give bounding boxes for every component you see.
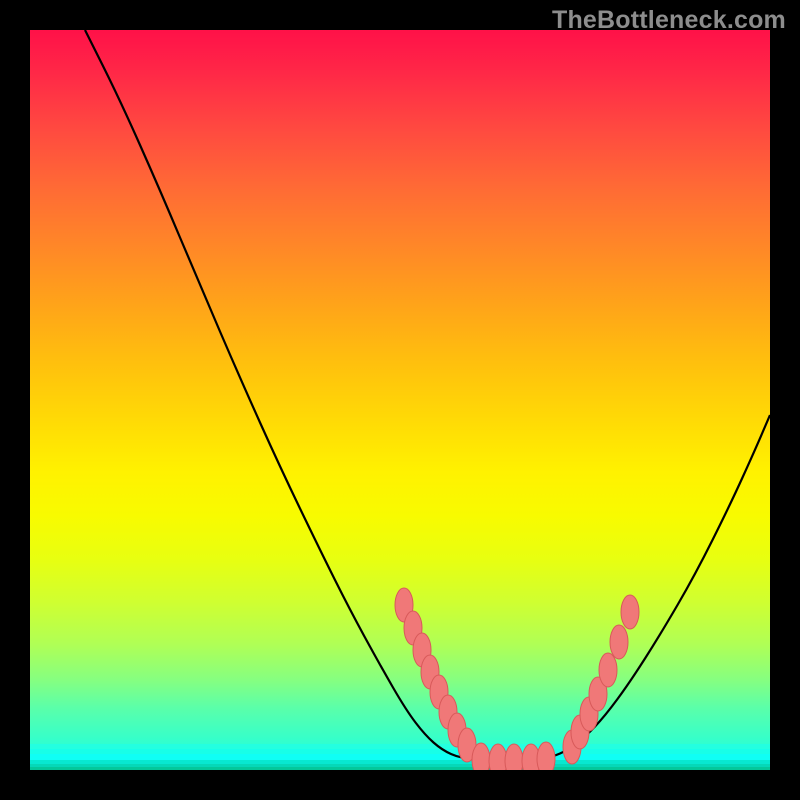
data-marker (472, 743, 490, 770)
data-marker (599, 653, 617, 687)
data-marker (537, 742, 555, 770)
curve-svg-layer (30, 30, 770, 770)
data-marker (610, 625, 628, 659)
watermark-text: TheBottleneck.com (552, 6, 786, 35)
data-marker (489, 744, 507, 770)
data-marker (621, 595, 639, 629)
marker-group (395, 588, 639, 770)
data-marker (505, 744, 523, 770)
plot-area (30, 30, 770, 770)
chart-frame: TheBottleneck.com (0, 0, 800, 800)
